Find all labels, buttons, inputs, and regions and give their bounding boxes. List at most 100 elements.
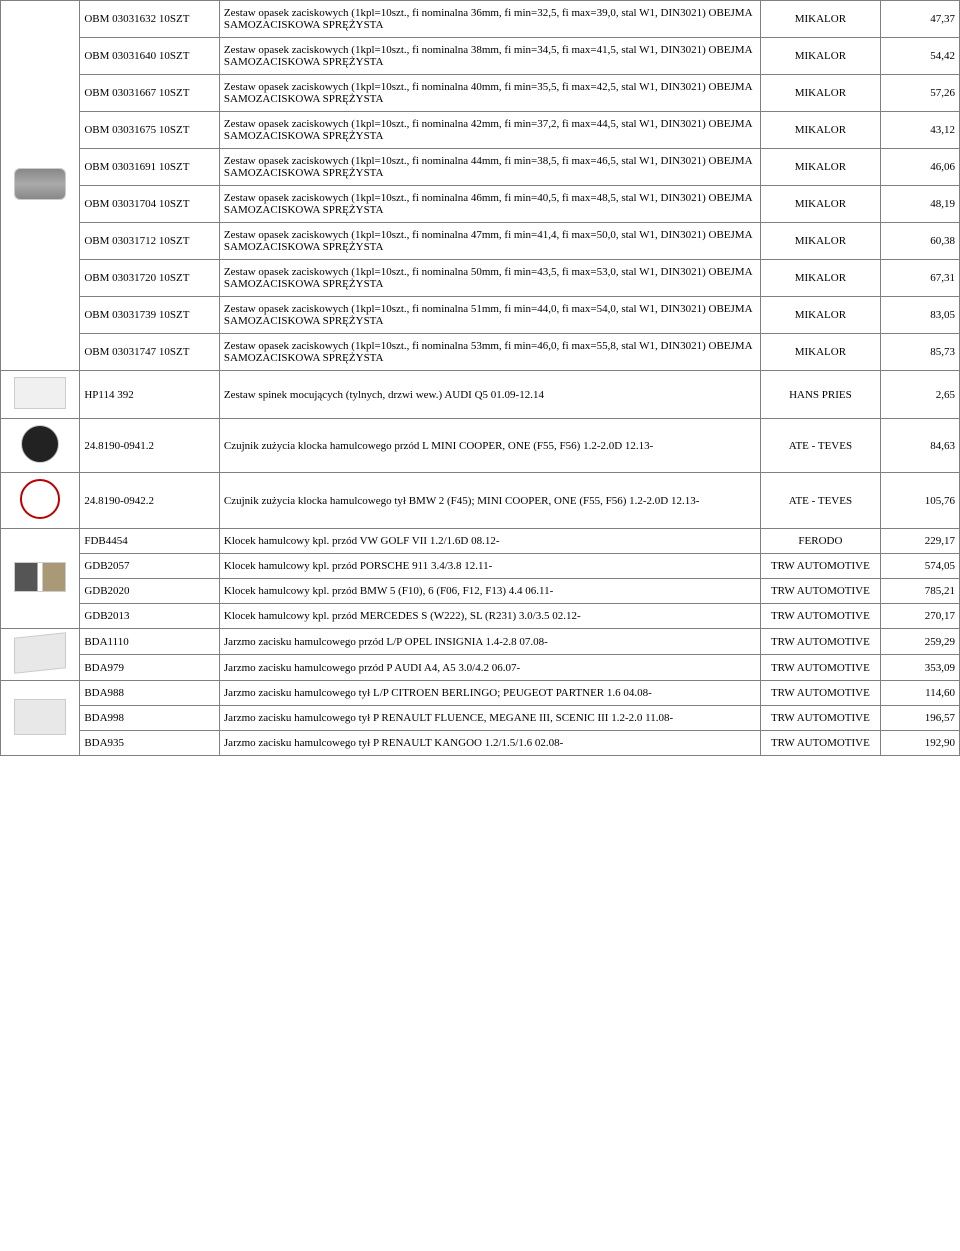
table-row: 24.8190-0941.2Czujnik zużycia klocka ham… bbox=[1, 419, 960, 473]
table-row: BDA1110Jarzmo zacisku hamulcowego przód … bbox=[1, 629, 960, 655]
manufacturer: MIKALOR bbox=[761, 223, 880, 260]
product-description: Czujnik zużycia klocka hamulcowego tył B… bbox=[219, 473, 760, 529]
product-code: HP114 392 bbox=[80, 371, 220, 419]
product-icon bbox=[21, 425, 59, 463]
product-icon bbox=[14, 168, 66, 200]
product-code: OBM 03031739 10SZT bbox=[80, 297, 220, 334]
table-row: BDA979Jarzmo zacisku hamulcowego przód P… bbox=[1, 655, 960, 681]
product-code: OBM 03031640 10SZT bbox=[80, 38, 220, 75]
price: 60,38 bbox=[880, 223, 959, 260]
product-code: OBM 03031691 10SZT bbox=[80, 149, 220, 186]
product-image-cell bbox=[1, 419, 80, 473]
price: 85,73 bbox=[880, 334, 959, 371]
manufacturer: TRW AUTOMOTIVE bbox=[761, 706, 880, 731]
price: 192,90 bbox=[880, 731, 959, 756]
price: 353,09 bbox=[880, 655, 959, 681]
price: 114,60 bbox=[880, 681, 959, 706]
product-code: OBM 03031720 10SZT bbox=[80, 260, 220, 297]
product-image-cell bbox=[1, 681, 80, 756]
price: 57,26 bbox=[880, 75, 959, 112]
manufacturer: FERODO bbox=[761, 529, 880, 554]
manufacturer: TRW AUTOMOTIVE bbox=[761, 629, 880, 655]
table-row: OBM 03031739 10SZTZestaw opasek zaciskow… bbox=[1, 297, 960, 334]
table-row: OBM 03031640 10SZTZestaw opasek zaciskow… bbox=[1, 38, 960, 75]
product-description: Zestaw opasek zaciskowych (1kpl=10szt., … bbox=[219, 260, 760, 297]
product-description: Zestaw opasek zaciskowych (1kpl=10szt., … bbox=[219, 334, 760, 371]
manufacturer: MIKALOR bbox=[761, 186, 880, 223]
product-description: Jarzmo zacisku hamulcowego tył P RENAULT… bbox=[219, 706, 760, 731]
product-description: Klocek hamulcowy kpl. przód MERCEDES S (… bbox=[219, 604, 760, 629]
table-row: BDA998Jarzmo zacisku hamulcowego tył P R… bbox=[1, 706, 960, 731]
price: 574,05 bbox=[880, 554, 959, 579]
product-description: Zestaw opasek zaciskowych (1kpl=10szt., … bbox=[219, 38, 760, 75]
product-description: Jarzmo zacisku hamulcowego tył L/P CITRO… bbox=[219, 681, 760, 706]
product-description: Zestaw spinek mocujących (tylnych, drzwi… bbox=[219, 371, 760, 419]
product-code: FDB4454 bbox=[80, 529, 220, 554]
product-icon bbox=[14, 632, 66, 673]
manufacturer: MIKALOR bbox=[761, 149, 880, 186]
table-row: GDB2013Klocek hamulcowy kpl. przód MERCE… bbox=[1, 604, 960, 629]
manufacturer: TRW AUTOMOTIVE bbox=[761, 655, 880, 681]
product-code: GDB2057 bbox=[80, 554, 220, 579]
manufacturer: TRW AUTOMOTIVE bbox=[761, 554, 880, 579]
manufacturer: ATE - TEVES bbox=[761, 419, 880, 473]
manufacturer: TRW AUTOMOTIVE bbox=[761, 681, 880, 706]
table-row: OBM 03031667 10SZTZestaw opasek zaciskow… bbox=[1, 75, 960, 112]
product-description: Jarzmo zacisku hamulcowego przód L/P OPE… bbox=[219, 629, 760, 655]
product-image-cell bbox=[1, 371, 80, 419]
product-code: OBM 03031632 10SZT bbox=[80, 1, 220, 38]
product-code: BDA979 bbox=[80, 655, 220, 681]
manufacturer: MIKALOR bbox=[761, 334, 880, 371]
price: 43,12 bbox=[880, 112, 959, 149]
product-code: OBM 03031747 10SZT bbox=[80, 334, 220, 371]
manufacturer: MIKALOR bbox=[761, 75, 880, 112]
price: 67,31 bbox=[880, 260, 959, 297]
price: 54,42 bbox=[880, 38, 959, 75]
product-description: Zestaw opasek zaciskowych (1kpl=10szt., … bbox=[219, 297, 760, 334]
manufacturer: MIKALOR bbox=[761, 112, 880, 149]
manufacturer: TRW AUTOMOTIVE bbox=[761, 604, 880, 629]
price: 270,17 bbox=[880, 604, 959, 629]
manufacturer: TRW AUTOMOTIVE bbox=[761, 579, 880, 604]
product-description: Klocek hamulcowy kpl. przód BMW 5 (F10),… bbox=[219, 579, 760, 604]
product-icon bbox=[14, 699, 66, 735]
manufacturer: MIKALOR bbox=[761, 38, 880, 75]
manufacturer: HANS PRIES bbox=[761, 371, 880, 419]
product-code: BDA988 bbox=[80, 681, 220, 706]
product-description: Zestaw opasek zaciskowych (1kpl=10szt., … bbox=[219, 149, 760, 186]
parts-table: OBM 03031632 10SZTZestaw opasek zaciskow… bbox=[0, 0, 960, 756]
product-description: Klocek hamulcowy kpl. przód PORSCHE 911 … bbox=[219, 554, 760, 579]
product-description: Zestaw opasek zaciskowych (1kpl=10szt., … bbox=[219, 186, 760, 223]
table-row: OBM 03031704 10SZTZestaw opasek zaciskow… bbox=[1, 186, 960, 223]
table-row: GDB2020Klocek hamulcowy kpl. przód BMW 5… bbox=[1, 579, 960, 604]
table-row: FDB4454Klocek hamulcowy kpl. przód VW GO… bbox=[1, 529, 960, 554]
table-row: OBM 03031720 10SZTZestaw opasek zaciskow… bbox=[1, 260, 960, 297]
price: 259,29 bbox=[880, 629, 959, 655]
product-description: Zestaw opasek zaciskowych (1kpl=10szt., … bbox=[219, 1, 760, 38]
product-description: Zestaw opasek zaciskowych (1kpl=10szt., … bbox=[219, 223, 760, 260]
table-row: OBM 03031747 10SZTZestaw opasek zaciskow… bbox=[1, 334, 960, 371]
product-image-cell bbox=[1, 629, 80, 681]
product-description: Jarzmo zacisku hamulcowego tył P RENAULT… bbox=[219, 731, 760, 756]
product-code: OBM 03031712 10SZT bbox=[80, 223, 220, 260]
product-code: GDB2020 bbox=[80, 579, 220, 604]
price: 84,63 bbox=[880, 419, 959, 473]
product-code: GDB2013 bbox=[80, 604, 220, 629]
price: 196,57 bbox=[880, 706, 959, 731]
price: 229,17 bbox=[880, 529, 959, 554]
product-icon bbox=[14, 377, 66, 409]
product-icon bbox=[20, 479, 60, 519]
product-code: BDA1110 bbox=[80, 629, 220, 655]
product-code: OBM 03031667 10SZT bbox=[80, 75, 220, 112]
table-row: GDB2057Klocek hamulcowy kpl. przód PORSC… bbox=[1, 554, 960, 579]
table-row: 24.8190-0942.2Czujnik zużycia klocka ham… bbox=[1, 473, 960, 529]
product-image-cell bbox=[1, 473, 80, 529]
product-description: Klocek hamulcowy kpl. przód VW GOLF VII … bbox=[219, 529, 760, 554]
product-code: 24.8190-0942.2 bbox=[80, 473, 220, 529]
table-row: BDA988Jarzmo zacisku hamulcowego tył L/P… bbox=[1, 681, 960, 706]
table-row: OBM 03031632 10SZTZestaw opasek zaciskow… bbox=[1, 1, 960, 38]
table-row: HP114 392Zestaw spinek mocujących (tylny… bbox=[1, 371, 960, 419]
product-description: Zestaw opasek zaciskowych (1kpl=10szt., … bbox=[219, 75, 760, 112]
product-image-cell bbox=[1, 529, 80, 629]
manufacturer: MIKALOR bbox=[761, 1, 880, 38]
